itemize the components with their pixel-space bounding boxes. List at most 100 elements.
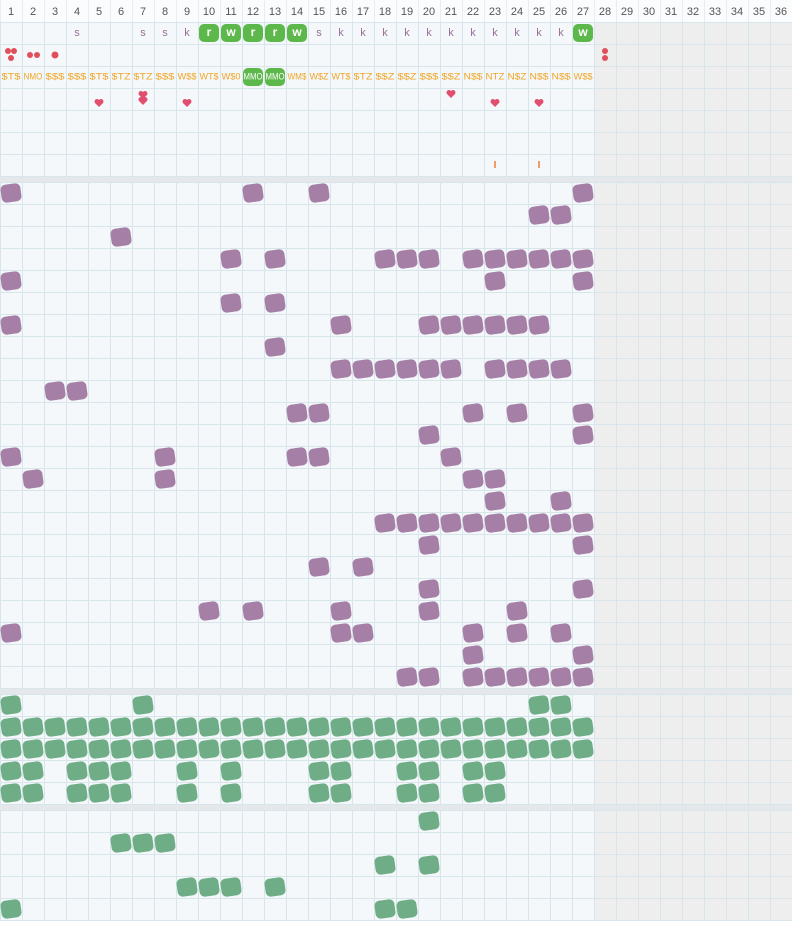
blob xyxy=(330,359,352,379)
hearts xyxy=(94,90,544,107)
section-bg xyxy=(0,22,594,176)
blob xyxy=(330,315,352,335)
letter: k xyxy=(360,27,366,39)
blob xyxy=(550,513,572,533)
column-number: 6 xyxy=(118,6,124,18)
blob xyxy=(88,717,110,737)
column-number: 26 xyxy=(555,6,567,18)
column-number: 12 xyxy=(247,6,259,18)
blob xyxy=(484,513,506,533)
drop xyxy=(602,48,608,54)
blob xyxy=(374,249,396,269)
blob xyxy=(506,717,528,737)
column-number: 32 xyxy=(687,6,699,18)
column-number: 27 xyxy=(577,6,589,18)
letter: r xyxy=(251,25,256,39)
blob xyxy=(176,877,198,897)
blob xyxy=(242,183,264,203)
blob xyxy=(484,667,506,687)
code: N$Z xyxy=(508,72,527,83)
blob xyxy=(154,833,176,853)
blob xyxy=(176,739,198,759)
blob xyxy=(572,271,594,291)
blob xyxy=(462,717,484,737)
letter: k xyxy=(448,27,454,39)
blob xyxy=(506,623,528,643)
blob xyxy=(132,833,154,853)
letter: s xyxy=(316,27,322,39)
blob xyxy=(484,315,506,335)
blob xyxy=(418,513,440,533)
heart xyxy=(138,97,148,105)
letter: w xyxy=(225,25,236,39)
blob xyxy=(484,469,506,489)
letter: k xyxy=(536,27,542,39)
blob xyxy=(528,695,550,715)
blob xyxy=(572,535,594,555)
ticks xyxy=(494,161,540,168)
blob xyxy=(418,601,440,621)
blob xyxy=(484,739,506,759)
blob xyxy=(220,783,242,803)
column-number: 5 xyxy=(96,6,102,18)
letter: k xyxy=(382,27,388,39)
blob xyxy=(484,271,506,291)
blob xyxy=(132,717,154,737)
blob xyxy=(110,227,132,247)
code: W$Z xyxy=(310,72,329,83)
column-number: 29 xyxy=(621,6,633,18)
highlight xyxy=(221,24,241,42)
blob xyxy=(352,739,374,759)
blob xyxy=(374,717,396,737)
blob xyxy=(418,315,440,335)
blob xyxy=(110,761,132,781)
blob xyxy=(506,315,528,335)
blob xyxy=(484,249,506,269)
code: MMO xyxy=(266,72,285,83)
column-number: 21 xyxy=(445,6,457,18)
column-number: 33 xyxy=(709,6,721,18)
blob xyxy=(572,403,594,423)
letter: k xyxy=(338,27,344,39)
highlight xyxy=(199,24,219,42)
code: N$$ xyxy=(464,72,484,83)
blob xyxy=(22,783,44,803)
letter: k xyxy=(404,27,410,39)
blob xyxy=(396,249,418,269)
blob xyxy=(462,249,484,269)
blob xyxy=(572,579,594,599)
blob xyxy=(352,623,374,643)
blob xyxy=(110,783,132,803)
column-number: 11 xyxy=(225,6,236,18)
code: $$$ xyxy=(156,72,176,83)
letter: r xyxy=(273,25,278,39)
blob xyxy=(44,381,66,401)
blob xyxy=(286,739,308,759)
blob xyxy=(66,783,88,803)
blob xyxy=(374,359,396,379)
blob xyxy=(220,761,242,781)
code: $T$ xyxy=(90,72,110,83)
blob xyxy=(572,425,594,445)
blob xyxy=(396,667,418,687)
section-disabled xyxy=(594,182,792,688)
blob xyxy=(242,717,264,737)
blob xyxy=(0,315,22,335)
blob xyxy=(506,249,528,269)
section-bg xyxy=(0,810,594,920)
code: $TZ xyxy=(112,72,131,83)
foreground: 1 2 3 4 5 6 7 8 9 10 11 12 13 14 15 16 17 18 19 20 21 22 23 24 2… xyxy=(0,6,787,919)
letter: s xyxy=(140,27,146,39)
blob xyxy=(484,491,506,511)
heart xyxy=(94,98,104,107)
blob xyxy=(572,739,594,759)
blob xyxy=(264,877,286,897)
blob xyxy=(440,359,462,379)
blob xyxy=(440,315,462,335)
code: N$$ xyxy=(552,72,572,83)
blob xyxy=(198,877,220,897)
blob xyxy=(44,739,66,759)
drop xyxy=(51,51,59,59)
blob xyxy=(462,739,484,759)
